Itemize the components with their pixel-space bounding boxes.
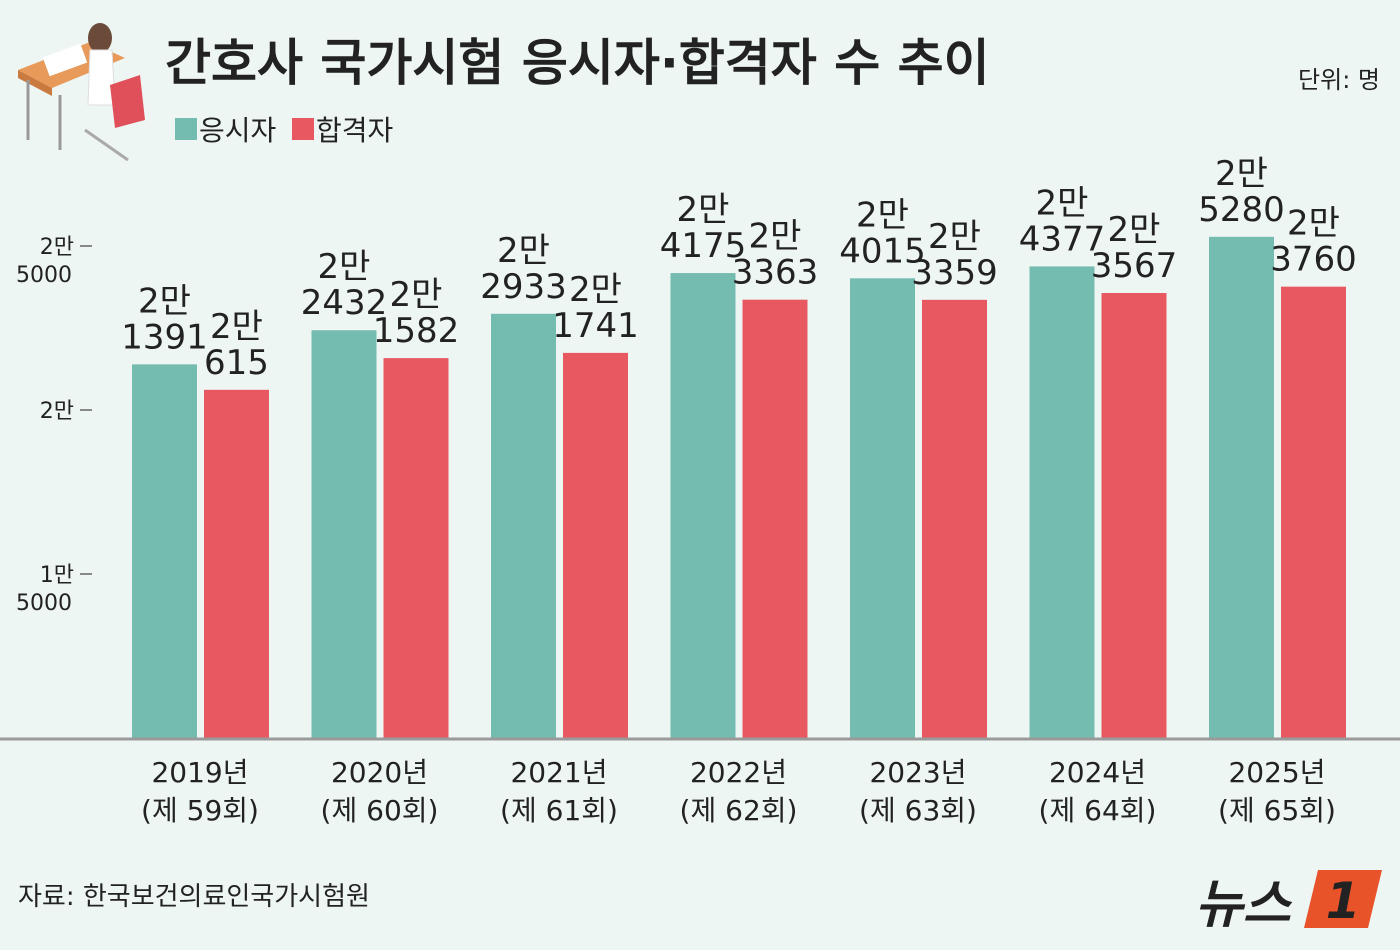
x-tick-label: 2021년 (제 61회) <box>500 756 618 827</box>
legend-swatch <box>175 118 197 140</box>
value-label: 2만 1741 <box>552 270 639 346</box>
value-label: 2만 1582 <box>373 275 460 351</box>
value-label: 2만 4377 <box>1019 183 1106 259</box>
value-label: 2만 5280 <box>1198 154 1285 230</box>
bar <box>670 273 736 738</box>
logo-badge <box>1304 870 1382 928</box>
bar <box>742 299 808 738</box>
y-tick-label: 2만 <box>40 399 74 424</box>
logo-mark: 1 <box>1326 872 1361 930</box>
bar <box>1101 293 1167 738</box>
bar <box>922 299 987 738</box>
value-label: 2만 3359 <box>911 217 998 293</box>
bar <box>1209 236 1274 739</box>
illustration <box>18 23 145 162</box>
value-label: 2만 4015 <box>839 195 926 271</box>
value-label: 2만 2933 <box>480 231 567 307</box>
logo-text: 뉴스 <box>1195 875 1293 935</box>
bar <box>563 352 628 738</box>
value-label: 2만 3363 <box>732 217 819 293</box>
value-label: 2만 615 <box>204 307 269 383</box>
value-label: 2만 3567 <box>1091 210 1178 286</box>
bar <box>204 389 269 738</box>
x-tick-label: 2022년 (제 62회) <box>680 756 798 827</box>
legend-label: 응시자 <box>199 114 276 147</box>
unit-label: 단위: 명 <box>1298 66 1380 94</box>
x-tick-label: 2025년 (제 65회) <box>1218 756 1336 827</box>
bar <box>850 278 915 738</box>
chart-title: 간호사 국가시험 응시자·합격자 수 추이 <box>165 34 990 92</box>
bar <box>311 330 377 738</box>
bar <box>383 358 449 738</box>
bar <box>491 313 556 738</box>
value-label: 2만 2432 <box>301 247 388 323</box>
value-label: 2만 1391 <box>121 281 208 357</box>
bar <box>1029 266 1095 738</box>
y-tick-label: 1만 5000 <box>16 563 74 616</box>
logo: 뉴스 1 <box>1195 870 1382 935</box>
value-label: 2만 4175 <box>660 190 747 266</box>
source: 자료: 한국보건의료인국가시험원 <box>18 882 370 912</box>
x-tick-label: 2024년 (제 64회) <box>1039 756 1157 827</box>
value-label: 2만 3760 <box>1270 204 1357 280</box>
legend-label: 합격자 <box>316 114 393 147</box>
bar <box>132 364 197 738</box>
x-tick-label: 2020년 (제 60회) <box>321 756 439 827</box>
x-tick-label: 2019년 (제 59회) <box>141 756 259 827</box>
legend-swatch <box>292 118 314 140</box>
bar <box>1281 286 1346 738</box>
x-tick-label: 2023년 (제 63회) <box>859 756 977 827</box>
y-tick-label: 2만 5000 <box>16 235 74 288</box>
